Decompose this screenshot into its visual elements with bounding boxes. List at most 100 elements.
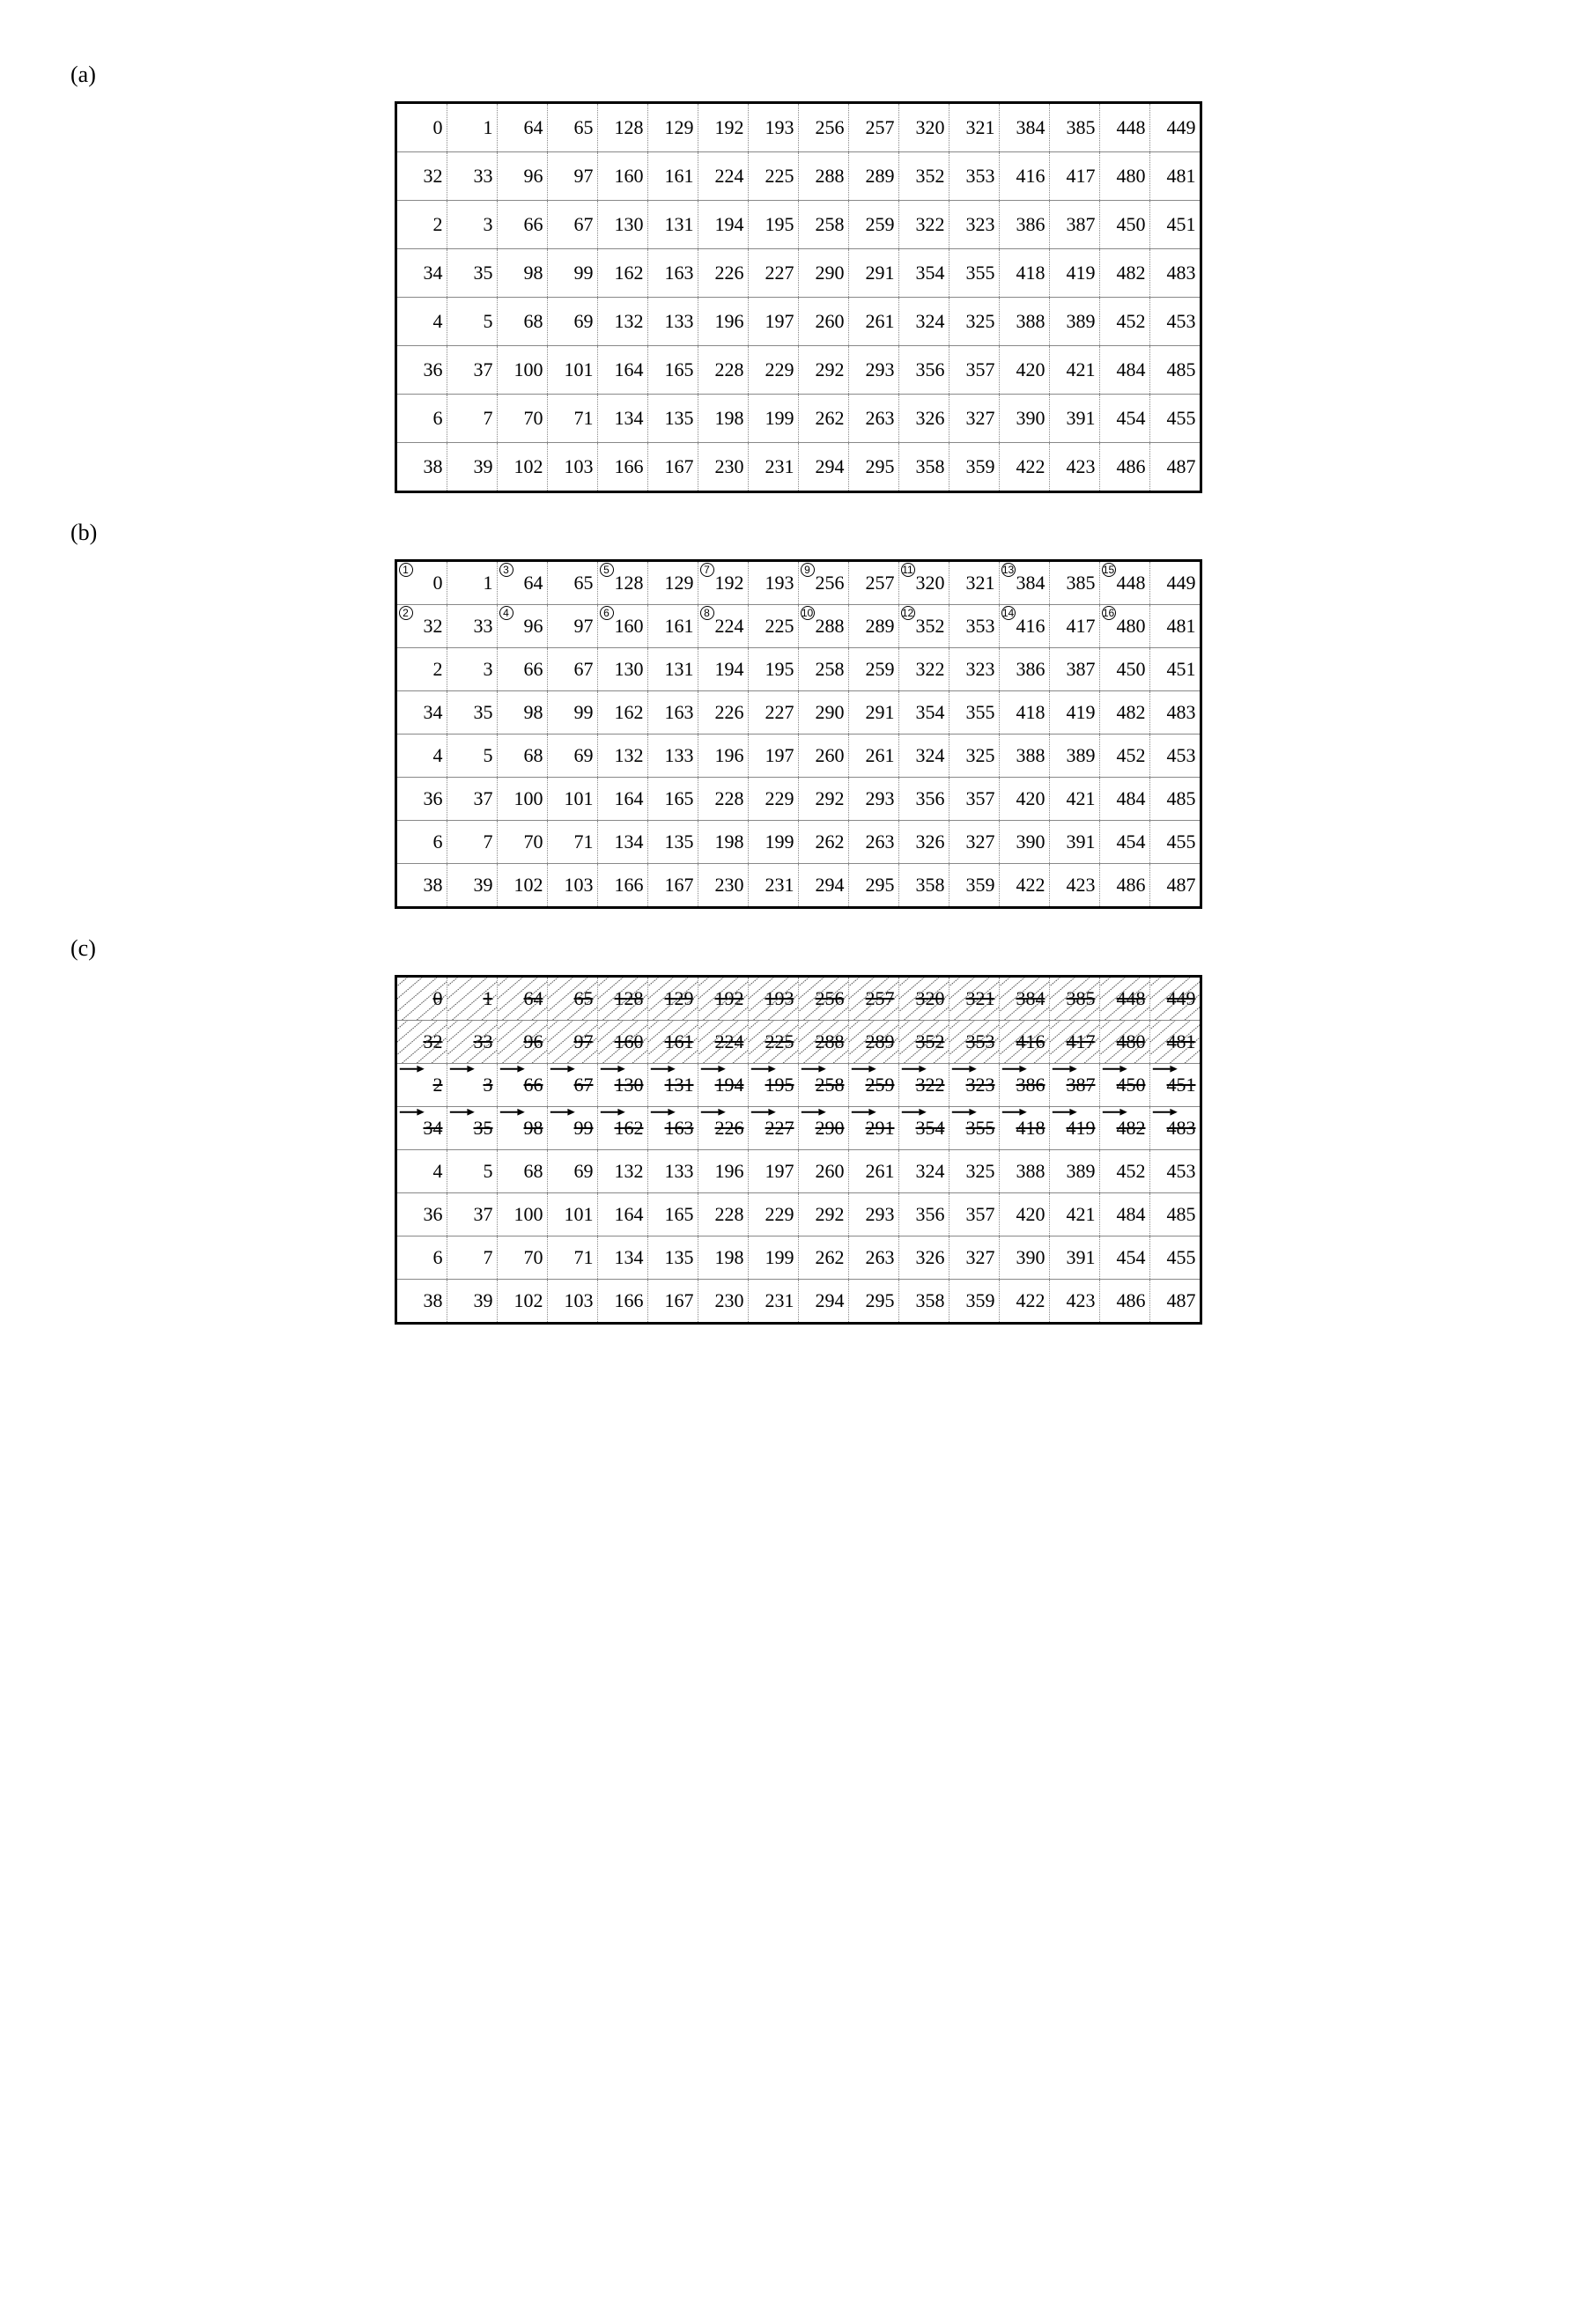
grid-cell: 228 xyxy=(698,346,748,395)
grid-cell: 423 xyxy=(1049,864,1099,908)
cell-value: 37 xyxy=(474,358,493,380)
grid-cell: 64 xyxy=(497,103,547,152)
cell-value: 384 xyxy=(1016,987,1046,1009)
cell-value: 289 xyxy=(866,1030,895,1052)
cell-value: 352 xyxy=(916,165,945,187)
grid-cell: 292 xyxy=(798,1193,848,1237)
cell-value: 326 xyxy=(916,830,945,853)
cell-value: 260 xyxy=(816,1160,845,1182)
grid-cell: 196 xyxy=(698,735,748,778)
grid-cell: 483 xyxy=(1149,1107,1201,1150)
grid-cell: 263 xyxy=(848,821,898,864)
grid-cell: 480 xyxy=(1099,152,1149,201)
grid-cell: 7 xyxy=(447,395,497,443)
cell-value: 226 xyxy=(715,262,744,284)
circled-marker: 4 xyxy=(499,606,514,620)
grid-cell: 450 xyxy=(1099,1064,1149,1107)
cell-value: 103 xyxy=(565,1289,594,1311)
cell-value: 263 xyxy=(866,1246,895,1268)
grid-cell: 359 xyxy=(949,443,999,492)
grid-cell: 129 xyxy=(647,103,698,152)
grid-cell: 67 xyxy=(547,1064,597,1107)
grid-cell: 422 xyxy=(999,443,1049,492)
cell-value: 256 xyxy=(816,987,845,1009)
grid-cell: 292 xyxy=(798,778,848,821)
grid-cell: 294 xyxy=(798,864,848,908)
grid-cell: 129 xyxy=(647,561,698,605)
grid-cell: 643 xyxy=(497,561,547,605)
grid-cell: 166 xyxy=(597,1280,647,1324)
grid-cell: 451 xyxy=(1149,201,1201,249)
cell-value: 1 xyxy=(484,572,493,594)
cell-value: 357 xyxy=(966,1203,995,1225)
grid-cell: 65 xyxy=(547,977,597,1021)
cell-value: 162 xyxy=(615,1117,644,1139)
cell-value: 130 xyxy=(615,1074,644,1096)
grid-cell: 423 xyxy=(1049,1280,1099,1324)
cell-value: 224 xyxy=(715,165,744,187)
cell-value: 294 xyxy=(816,874,845,896)
cell-value: 38 xyxy=(424,1289,443,1311)
grid-cell: 449 xyxy=(1149,977,1201,1021)
grid-cell: 291 xyxy=(848,691,898,735)
cell-value: 70 xyxy=(524,1246,543,1268)
grid-cell: 419 xyxy=(1049,691,1099,735)
cell-value: 7 xyxy=(484,1246,493,1268)
grid-cell: 103 xyxy=(547,443,597,492)
cell-value: 320 xyxy=(916,572,945,594)
grid-cell: 326 xyxy=(898,395,949,443)
grid-cell: 70 xyxy=(497,395,547,443)
circled-marker: 13 xyxy=(1001,563,1016,577)
cell-value: 359 xyxy=(966,455,995,477)
grid-cell: 193 xyxy=(748,561,798,605)
grid-cell: 161 xyxy=(647,1021,698,1064)
cell-value: 421 xyxy=(1067,787,1096,809)
cell-value: 448 xyxy=(1117,987,1146,1009)
grid-cell: 323 xyxy=(949,201,999,249)
grid-cell: 197 xyxy=(748,298,798,346)
cell-value: 197 xyxy=(765,1160,794,1182)
cell-value: 416 xyxy=(1016,165,1046,187)
grid-cell: 482 xyxy=(1099,691,1149,735)
cell-value: 66 xyxy=(524,1074,543,1096)
grid-cell: 389 xyxy=(1049,298,1099,346)
cell-value: 33 xyxy=(474,615,493,637)
cell-value: 353 xyxy=(966,615,995,637)
cell-value: 129 xyxy=(665,116,694,138)
cell-value: 227 xyxy=(765,701,794,723)
grid-cell: 289 xyxy=(848,152,898,201)
cell-value: 450 xyxy=(1117,213,1146,235)
grid-cell: 451 xyxy=(1149,1064,1201,1107)
grid-cell: 163 xyxy=(647,1107,698,1150)
cell-value: 322 xyxy=(916,1074,945,1096)
grid-cell: 322 xyxy=(898,648,949,691)
grid-cell: 196 xyxy=(698,298,748,346)
cell-value: 7 xyxy=(484,830,493,853)
grid-cell: 64 xyxy=(497,977,547,1021)
grid-cell: 327 xyxy=(949,1237,999,1280)
grid-cell: 230 xyxy=(698,443,748,492)
grid-cell: 0 xyxy=(395,103,447,152)
grid-cell: 33 xyxy=(447,152,497,201)
grid-cell: 34 xyxy=(395,1107,447,1150)
cell-value: 291 xyxy=(866,262,895,284)
grid-cell: 291 xyxy=(848,249,898,298)
grid-cell: 167 xyxy=(647,864,698,908)
cell-value: 484 xyxy=(1117,1203,1146,1225)
cell-value: 453 xyxy=(1167,310,1196,332)
cell-value: 419 xyxy=(1067,262,1096,284)
grid-cell: 262 xyxy=(798,821,848,864)
cell-value: 484 xyxy=(1117,358,1146,380)
cell-value: 227 xyxy=(765,262,794,284)
grid-cell: 37 xyxy=(447,1193,497,1237)
cell-value: 231 xyxy=(765,874,794,896)
grid-cell: 289 xyxy=(848,1021,898,1064)
cell-value: 356 xyxy=(916,1203,945,1225)
cell-value: 259 xyxy=(866,213,895,235)
cell-value: 262 xyxy=(816,1246,845,1268)
grid-cell: 68 xyxy=(497,735,547,778)
grid-cell: 100 xyxy=(497,1193,547,1237)
cell-value: 68 xyxy=(524,1160,543,1182)
cell-value: 453 xyxy=(1167,1160,1196,1182)
grid-cell: 5 xyxy=(447,735,497,778)
